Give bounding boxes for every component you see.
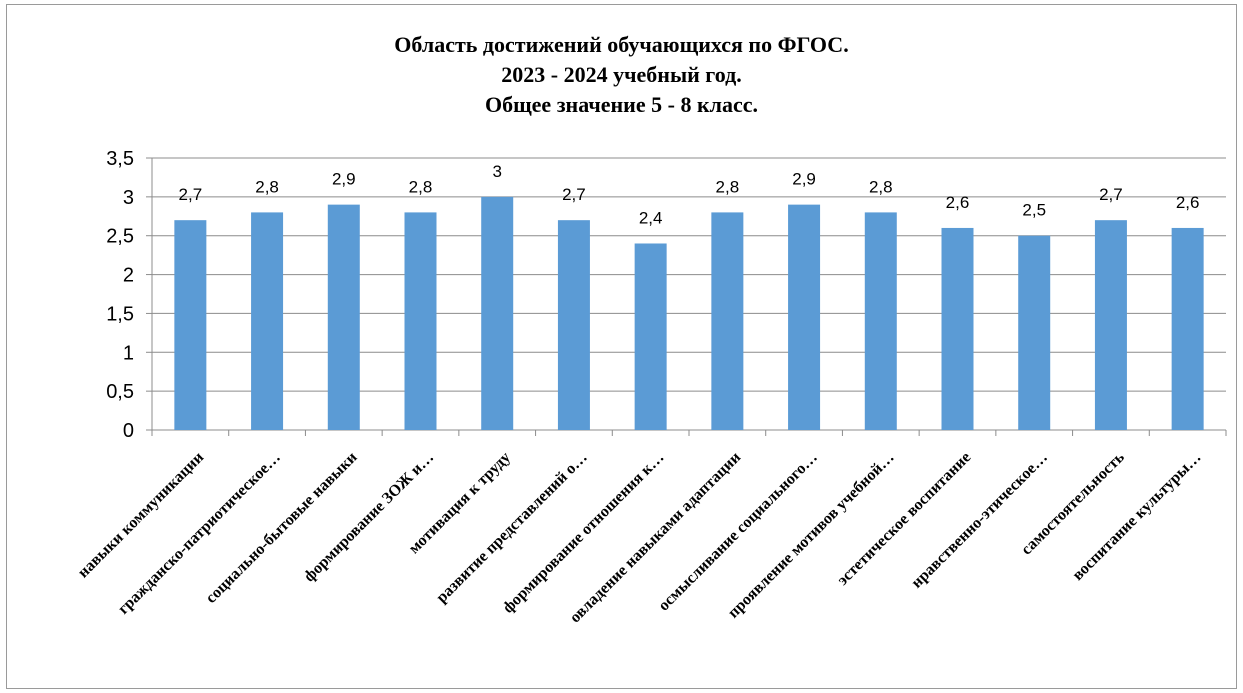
category-label: эстетическое воспитание	[834, 449, 974, 589]
data-label: 2,7	[1099, 185, 1123, 204]
bar	[251, 212, 284, 430]
category-label: социально-бытовые навыки	[203, 449, 361, 607]
title-line-2: 2023 - 2024 учебный год.	[501, 62, 742, 87]
data-label: 2,9	[332, 170, 356, 189]
data-label: 3	[492, 162, 501, 181]
bar	[1094, 220, 1127, 430]
bar	[634, 243, 667, 430]
category-label: овладение навыками адаптации	[567, 449, 744, 626]
y-tick-label: 0	[123, 420, 134, 442]
bar	[327, 204, 360, 430]
bar	[404, 212, 437, 430]
title-line-3: Общее значение 5 - 8 класс.	[484, 92, 758, 117]
data-label: 2,8	[869, 177, 893, 196]
data-label: 2,8	[409, 177, 433, 196]
category-label: воспитание культуры…	[1069, 449, 1204, 584]
y-tick-label: 0,5	[106, 381, 134, 403]
y-tick-label: 2,5	[106, 226, 134, 248]
title-line-1: Область достижений обучающихся по ФГОС.	[394, 32, 849, 57]
y-tick-label: 1	[123, 342, 134, 364]
bar	[864, 212, 897, 430]
data-label: 2,7	[179, 185, 203, 204]
bar	[1018, 235, 1051, 430]
data-label: 2,6	[946, 193, 970, 212]
category-label: проявление мотивов учебной…	[725, 449, 898, 622]
data-label: 2,4	[639, 208, 663, 227]
category-label: нравственно-этическое…	[908, 449, 1051, 592]
category-label: формирование ЗОЖ и…	[301, 449, 438, 586]
category-label: гражданско-патриотическое…	[115, 449, 284, 618]
bar	[941, 227, 974, 430]
bar	[788, 204, 821, 430]
data-label: 2,9	[792, 170, 816, 189]
data-label: 2,7	[562, 185, 586, 204]
data-label: 2,6	[1176, 193, 1200, 212]
category-label: развитие представлений о…	[433, 449, 591, 607]
bar	[1171, 227, 1204, 430]
y-tick-label: 1,5	[106, 303, 134, 325]
data-label: 2,8	[716, 177, 740, 196]
chart-title: Область достижений обучающихся по ФГОС. …	[0, 30, 1243, 120]
data-label: 2,5	[1022, 201, 1046, 220]
category-label: навыки коммуникации	[75, 449, 207, 581]
y-tick-label: 2	[123, 265, 134, 287]
bar	[557, 220, 590, 430]
data-label: 2,8	[255, 177, 279, 196]
bar	[481, 196, 514, 430]
category-label: осмысливание социального…	[655, 449, 821, 615]
y-tick-label: 3	[123, 187, 134, 209]
y-tick-label: 3,5	[106, 148, 134, 170]
bar	[711, 212, 744, 430]
bar	[174, 220, 207, 430]
category-label: формирование отношения к…	[500, 449, 668, 617]
